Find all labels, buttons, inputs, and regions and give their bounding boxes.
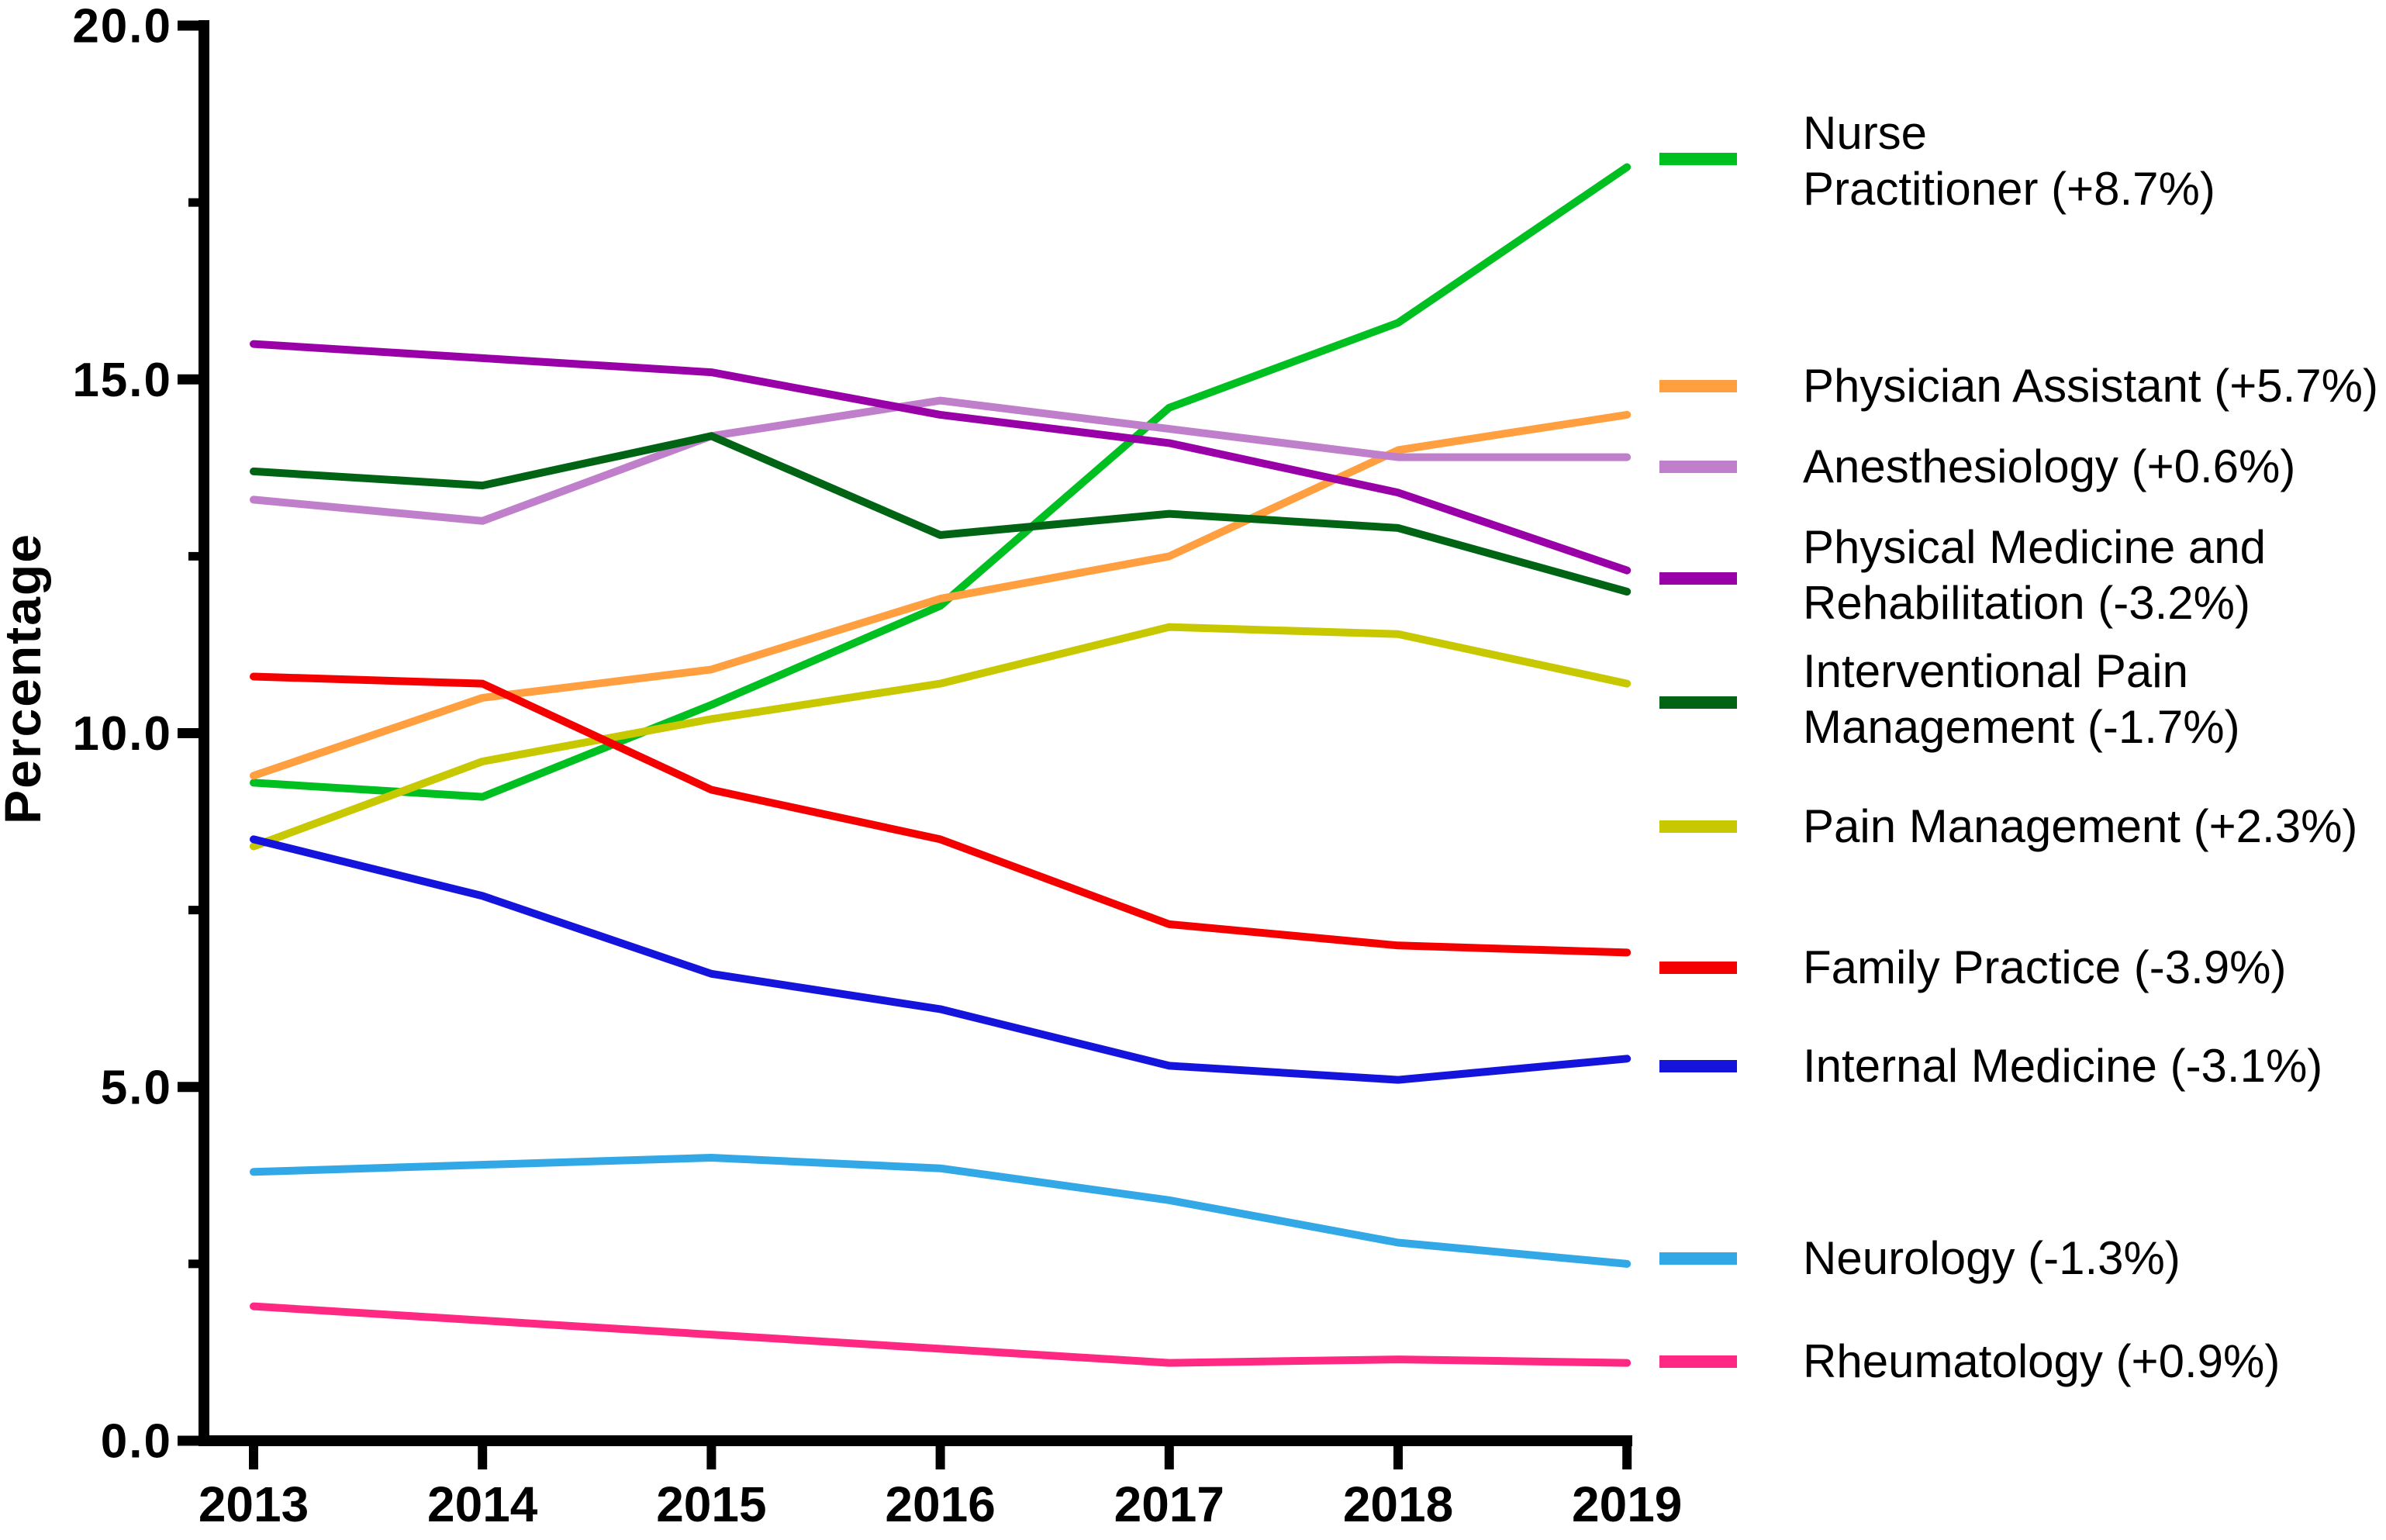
y-ticks: [178, 20, 207, 1446]
legend-label: Physician Assistant (+5.7%): [1803, 360, 2378, 412]
legend-item-neurology: Neurology (-1.3%): [1659, 1232, 2181, 1284]
x-tick-label: 2015: [656, 1476, 766, 1532]
series-line-interventional-pain-management: [250, 432, 1632, 596]
x-tick-label: 2017: [1114, 1476, 1224, 1532]
legend-label: Management (-1.7%): [1803, 701, 2240, 753]
series-lines: [250, 163, 1632, 1367]
series-line-neurology: [250, 1154, 1632, 1268]
series-line-nurse-practitioner: [250, 163, 1632, 801]
y-tick-label: 5.0: [101, 1061, 172, 1114]
x-tick-label: 2016: [885, 1476, 995, 1532]
legend-label: Anesthesiology (+0.6%): [1803, 440, 2295, 492]
legend-label: Rehabilitation (-3.2%): [1803, 577, 2250, 629]
y-tick-label: 10.0: [72, 707, 172, 761]
y-tick-label: 15.0: [72, 354, 172, 407]
legend-label: Practitioner (+8.7%): [1803, 163, 2215, 215]
x-tick-label: 2018: [1343, 1476, 1453, 1532]
legend-item-anesthesiology: Anesthesiology (+0.6%): [1659, 440, 2295, 492]
legend-label: Interventional Pain: [1803, 645, 2188, 697]
legend-item-rheumatology: Rheumatology (+0.9%): [1659, 1335, 2280, 1387]
legend-label: Rheumatology (+0.9%): [1803, 1335, 2280, 1387]
y-tick-label: 0.0: [101, 1415, 172, 1469]
series-line-anesthesiology: [250, 396, 1632, 525]
series-line-physician-assistant: [250, 410, 1632, 780]
legend-item-family-practice: Family Practice (-3.9%): [1659, 941, 2286, 993]
series-line-internal-medicine: [250, 835, 1632, 1084]
series-line-pain-management: [250, 623, 1632, 851]
y-axis-title: Percentage: [0, 533, 51, 824]
legend-label: Family Practice (-3.9%): [1803, 941, 2286, 993]
x-tick-label: 2019: [1572, 1476, 1682, 1532]
x-tick-label: 2013: [199, 1476, 309, 1532]
series-line-family-practice: [250, 672, 1632, 957]
legend-label: Internal Medicine (-3.1%): [1803, 1040, 2322, 1092]
y-tick-labels: 0.0 5.0 10.0 15.0 20.0: [72, 0, 172, 1469]
x-ticks: [249, 1436, 1632, 1469]
legend-label: Physical Medicine and: [1803, 521, 2266, 573]
legend-item-pain-management: Pain Management (+2.3%): [1659, 800, 2357, 852]
legend-item-internal-medicine: Internal Medicine (-3.1%): [1659, 1040, 2322, 1092]
legend-label: Pain Management (+2.3%): [1803, 800, 2357, 852]
series-line-physical-medicine-and-rehabilitation: [250, 340, 1632, 575]
legend-label: Nurse: [1803, 107, 1927, 159]
legend-item-physician-assistant: Physician Assistant (+5.7%): [1659, 360, 2378, 412]
y-tick-label: 20.0: [72, 0, 172, 54]
series-line-rheumatology: [250, 1302, 1632, 1367]
x-tick-label: 2014: [427, 1476, 538, 1532]
x-tick-labels: 2013 2014 2015 2016 2017 2018 2019: [199, 1476, 1683, 1532]
legend-label: Neurology (-1.3%): [1803, 1232, 2181, 1284]
